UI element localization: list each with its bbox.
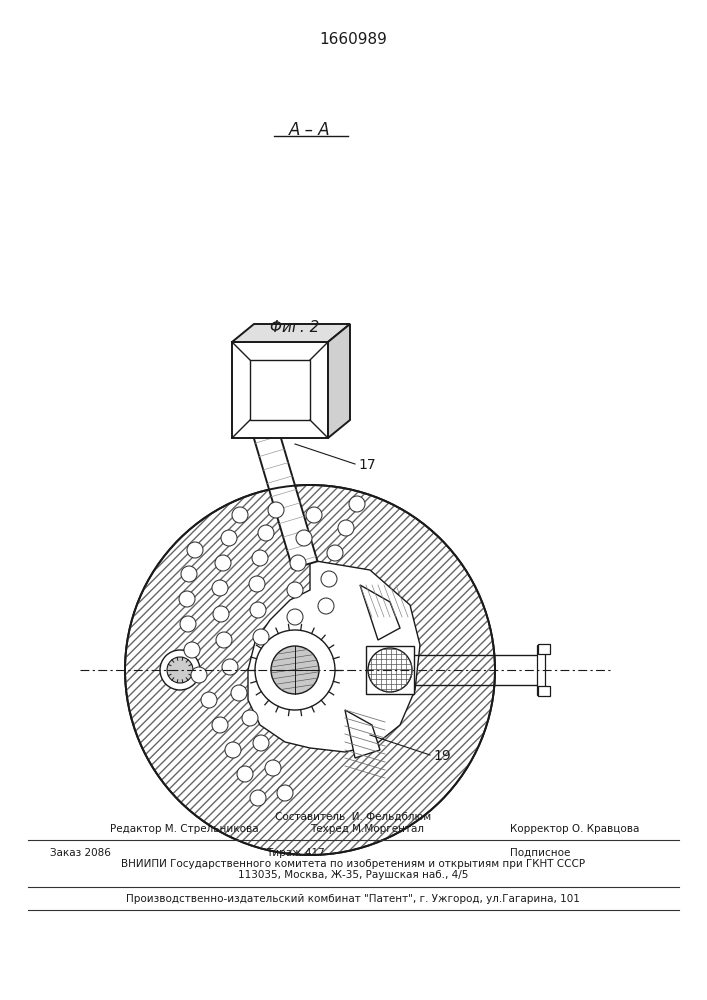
Circle shape xyxy=(212,580,228,596)
Circle shape xyxy=(191,667,207,683)
Bar xyxy=(538,686,550,696)
Polygon shape xyxy=(345,710,380,758)
Circle shape xyxy=(253,735,269,751)
Circle shape xyxy=(277,785,293,801)
Text: Корректор О. Кравцова: Корректор О. Кравцова xyxy=(510,824,639,834)
Text: 19: 19 xyxy=(433,749,451,763)
Circle shape xyxy=(216,632,232,648)
Circle shape xyxy=(265,760,281,776)
Circle shape xyxy=(215,555,231,571)
Text: ВНИИПИ Государственного комитета по изобретениям и открытиям при ГКНТ СССР: ВНИИПИ Государственного комитета по изоб… xyxy=(121,859,585,869)
Circle shape xyxy=(125,485,495,855)
Circle shape xyxy=(242,710,258,726)
Circle shape xyxy=(167,657,193,683)
Circle shape xyxy=(201,692,217,708)
Circle shape xyxy=(271,646,319,694)
Text: A – A: A – A xyxy=(289,121,331,139)
Circle shape xyxy=(250,602,266,618)
Circle shape xyxy=(160,650,200,690)
Polygon shape xyxy=(252,426,317,569)
Circle shape xyxy=(327,545,343,561)
Circle shape xyxy=(349,496,365,512)
Text: Производственно-издательский комбинат "Патент", г. Ужгород, ул.Гагарина, 101: Производственно-издательский комбинат "П… xyxy=(126,894,580,904)
Circle shape xyxy=(287,609,303,625)
Circle shape xyxy=(258,525,274,541)
Circle shape xyxy=(225,742,241,758)
Bar xyxy=(537,645,545,695)
Polygon shape xyxy=(232,342,328,438)
Circle shape xyxy=(368,648,412,692)
Circle shape xyxy=(212,717,228,733)
Circle shape xyxy=(296,530,312,546)
Circle shape xyxy=(222,659,238,675)
Text: Составитель  И. Фельдблюм: Составитель И. Фельдблюм xyxy=(275,812,431,822)
Circle shape xyxy=(250,790,266,806)
Circle shape xyxy=(290,555,306,571)
Text: Тираж 417: Тираж 417 xyxy=(266,848,325,858)
Circle shape xyxy=(321,571,337,587)
Circle shape xyxy=(252,550,268,566)
Text: Подписное: Подписное xyxy=(510,848,571,858)
Circle shape xyxy=(184,642,200,658)
Polygon shape xyxy=(328,324,350,438)
Circle shape xyxy=(253,629,269,645)
Circle shape xyxy=(237,766,253,782)
Text: Заказ 2086: Заказ 2086 xyxy=(50,848,111,858)
Circle shape xyxy=(181,566,197,582)
Circle shape xyxy=(306,507,322,523)
Circle shape xyxy=(187,542,203,558)
Circle shape xyxy=(180,616,196,632)
Text: 1660989: 1660989 xyxy=(319,32,387,47)
Bar xyxy=(538,644,550,654)
Circle shape xyxy=(268,502,284,518)
Text: 113035, Москва, Ж-35, Раушская наб., 4/5: 113035, Москва, Ж-35, Раушская наб., 4/5 xyxy=(238,870,468,880)
Text: Редактор М. Стрельникова: Редактор М. Стрельникова xyxy=(110,824,259,834)
Circle shape xyxy=(287,582,303,598)
Circle shape xyxy=(255,630,335,710)
Text: 17: 17 xyxy=(358,458,375,472)
Circle shape xyxy=(231,685,247,701)
Circle shape xyxy=(213,606,229,622)
Polygon shape xyxy=(248,560,420,752)
Circle shape xyxy=(232,507,248,523)
Text: Техред М.Моргентал: Техред М.Моргентал xyxy=(310,824,424,834)
Circle shape xyxy=(318,598,334,614)
Circle shape xyxy=(221,530,237,546)
Polygon shape xyxy=(360,585,400,640)
Circle shape xyxy=(179,591,195,607)
Circle shape xyxy=(249,576,265,592)
Text: Φиг. 2: Φиг. 2 xyxy=(270,320,320,336)
Bar xyxy=(366,646,414,694)
Polygon shape xyxy=(250,360,310,420)
Polygon shape xyxy=(232,324,350,342)
Circle shape xyxy=(338,520,354,536)
